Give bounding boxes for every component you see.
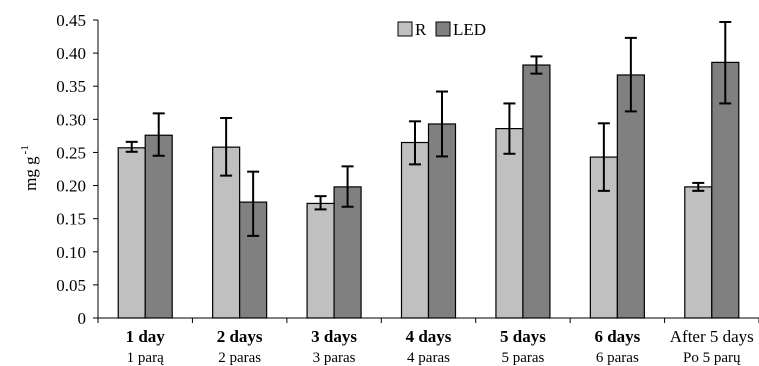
error-bar-r — [125, 140, 138, 153]
x-category-sublabel: 4 paras — [407, 350, 450, 366]
x-category-label: 1 day — [126, 327, 166, 346]
y-tick-label: 0.05 — [56, 276, 86, 295]
error-bar-led — [152, 112, 165, 157]
x-category-sublabel: 1 parą — [127, 350, 164, 366]
y-tick-label: 0.10 — [56, 243, 86, 262]
y-tick-label: 0.40 — [56, 44, 86, 63]
legend-label-led: LED — [453, 20, 486, 39]
error-bar-r — [314, 195, 327, 211]
x-category-label: After 5 days — [670, 327, 754, 346]
bar-led — [711, 61, 740, 319]
y-tick-label: 0 — [78, 309, 87, 328]
bar-r — [684, 186, 713, 319]
bar-led — [616, 74, 645, 319]
y-tick-label: 0.20 — [56, 177, 86, 196]
error-bar-led — [247, 170, 260, 237]
legend-swatch-led — [435, 21, 451, 37]
y-tick-label: 0.15 — [56, 210, 86, 229]
x-category-sublabel: 2 paras — [218, 350, 261, 366]
x-category-label: 2 days — [217, 327, 263, 346]
x-category-label: 3 days — [311, 327, 357, 346]
error-bar-led — [341, 165, 354, 208]
x-category-sublabel: 6 paras — [596, 350, 639, 366]
error-bar-r — [692, 181, 705, 192]
y-tick-label: 0.25 — [56, 143, 86, 162]
y-axis-ticks: 0 0.05 0.10 0.15 0.20 0.25 0.30 0.35 0.40 0.45 — [56, 11, 98, 328]
error-bar-led — [530, 55, 543, 75]
legend-swatch-r — [397, 21, 413, 37]
error-bar-r — [503, 102, 516, 155]
bar-r — [400, 141, 430, 319]
x-axis-labels: 1 day 1 parą 2 days 2 paras 3 days 3 paras 4 d… — [126, 327, 754, 366]
error-bars — [125, 20, 732, 237]
x-category-sublabel: Po 5 parų — [683, 350, 741, 366]
error-bar-led — [436, 90, 448, 158]
bar-led — [522, 64, 551, 319]
bars — [117, 61, 740, 319]
y-axis-title-text: mg g — [21, 156, 40, 191]
x-category-sublabel: 3 paras — [313, 350, 356, 366]
error-bar-led — [719, 20, 732, 105]
bar-r — [117, 147, 146, 319]
y-tick-label: 0.35 — [56, 77, 86, 96]
bar-r — [495, 128, 524, 319]
legend-label-r: R — [415, 20, 427, 39]
x-category-label: 6 days — [594, 327, 640, 346]
error-bar-r — [409, 120, 421, 166]
error-bar-r — [597, 122, 610, 192]
bar-r — [306, 202, 335, 319]
bar-led — [144, 134, 173, 319]
y-axis-title: mg g -1 — [19, 145, 40, 191]
legend: R LED — [397, 20, 486, 39]
x-category-sublabel: 5 paras — [501, 350, 544, 366]
x-category-label: 5 days — [500, 327, 546, 346]
x-axis-ticks — [97, 318, 759, 323]
y-tick-label: 0.45 — [56, 11, 86, 30]
error-bar-led — [624, 36, 637, 113]
x-category-label: 4 days — [406, 327, 452, 346]
y-tick-label: 0.30 — [56, 110, 86, 129]
error-bar-r — [220, 117, 233, 177]
y-axis-title-superscript: -1 — [19, 145, 31, 154]
